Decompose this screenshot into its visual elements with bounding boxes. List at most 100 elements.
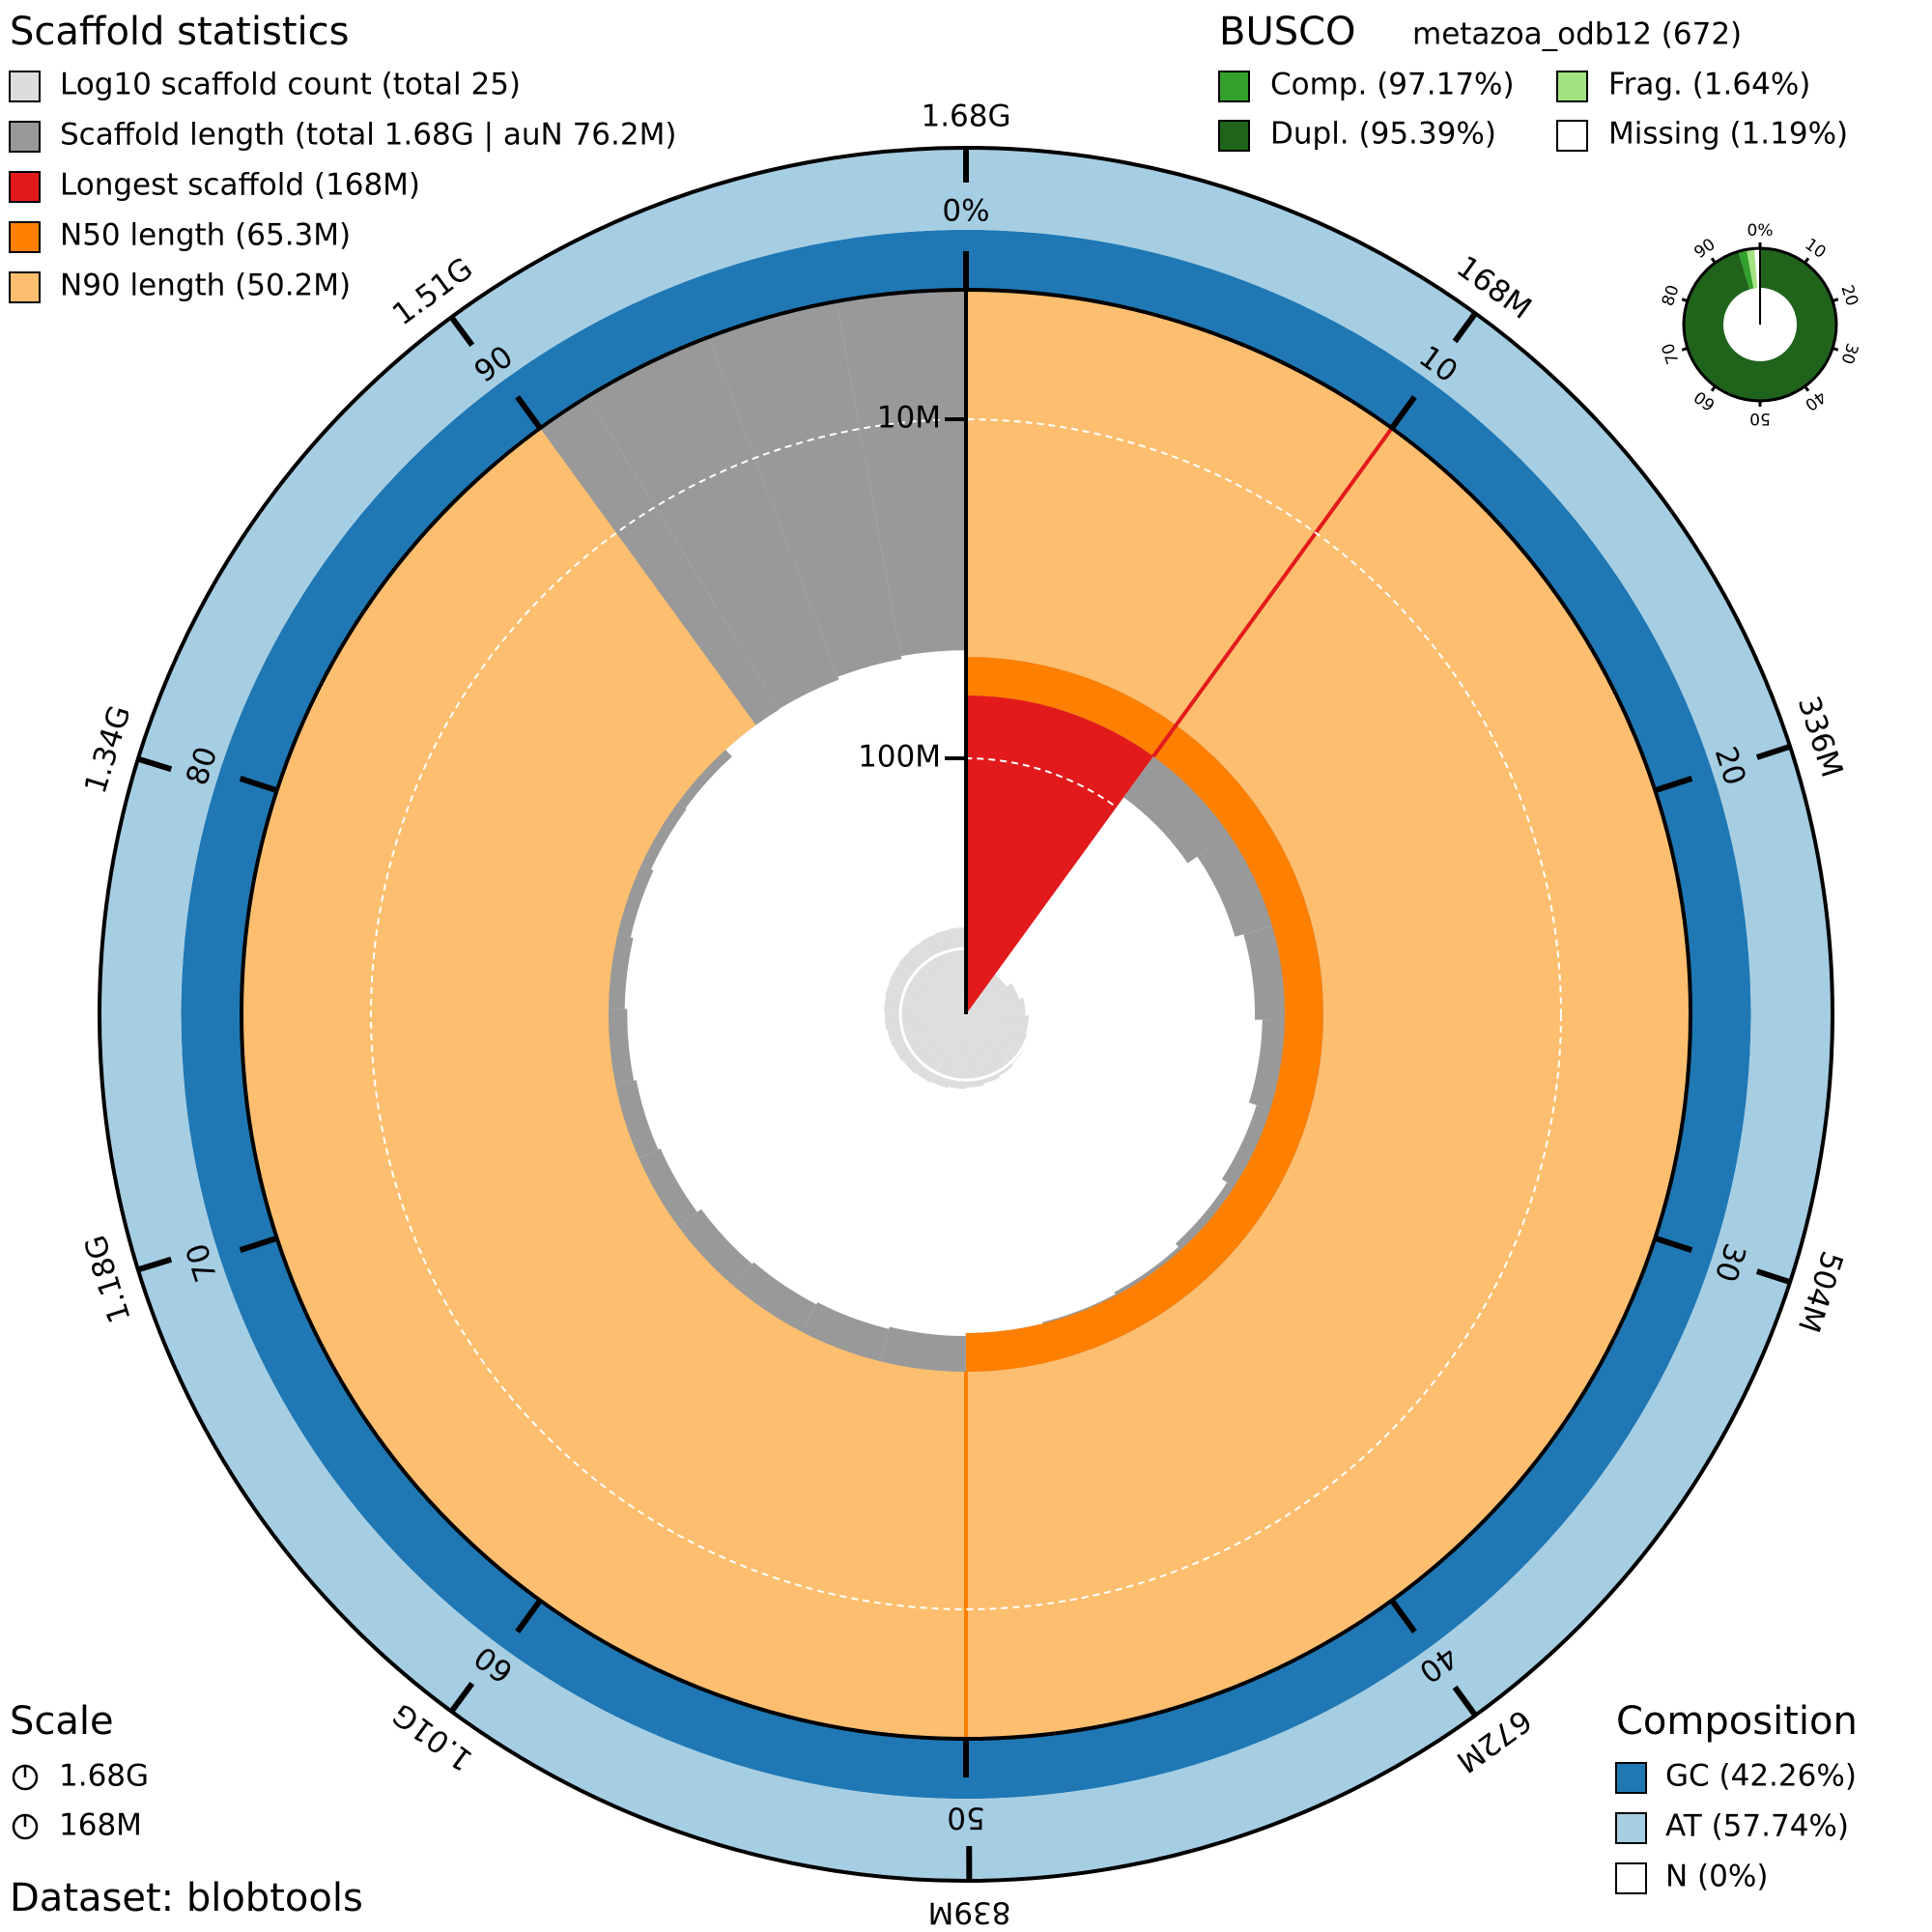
percent-tick	[1389, 395, 1417, 431]
length-tick-label: 1.68G	[921, 99, 1010, 134]
busco-segment	[1684, 248, 1836, 402]
percent-tick-label: 0%	[942, 194, 989, 229]
percent-tick	[239, 776, 278, 794]
n90-sector	[241, 290, 1691, 1739]
scaffold-count	[966, 1014, 1029, 1050]
legend-swatch	[9, 71, 41, 102]
legend-swatch	[1615, 1762, 1647, 1794]
scaffold-count	[930, 1014, 966, 1089]
legend-label: N50 length (65.3M)	[60, 218, 351, 253]
busco-tick	[1804, 257, 1810, 264]
legend-label: Scaffold length (total 1.68G | auN 76.2M…	[60, 118, 676, 153]
scaffold-length	[587, 336, 839, 709]
n50-sector	[966, 656, 1323, 1373]
scaffold-count	[921, 934, 966, 1014]
scaffold-count	[966, 982, 1019, 1014]
busco-tick-label: 30	[1836, 341, 1861, 367]
percent-tick	[1389, 1598, 1417, 1634]
percent-tick	[1654, 776, 1693, 794]
length-tick	[1755, 743, 1792, 760]
scale-label: 168M	[59, 1808, 142, 1843]
legend-swatch	[9, 171, 41, 203]
legend-swatch	[9, 121, 41, 153]
scale-label: 1.68G	[59, 1759, 149, 1794]
radial-tick-label: 100M	[858, 739, 941, 774]
scaffold-count	[897, 952, 966, 1014]
busco-title: BUSCO	[1219, 10, 1356, 54]
length-tick	[1755, 1268, 1792, 1286]
percent-tick-label: 50	[947, 1801, 984, 1835]
busco-tick	[1710, 257, 1717, 264]
grid-circle	[370, 418, 1562, 1610]
legend-swatch	[1556, 120, 1588, 152]
busco-tick	[1804, 385, 1810, 392]
busco-tick-label: 80	[1659, 283, 1684, 309]
busco-tick-label: 60	[1690, 386, 1719, 414]
length-tick	[1452, 1685, 1478, 1718]
scaffold-count	[887, 1014, 966, 1047]
length-tick	[448, 315, 475, 348]
scaffold-count	[916, 1014, 966, 1083]
busco-tick-label: 20	[1836, 283, 1861, 309]
busco-segment	[1754, 248, 1760, 289]
longest-line	[1151, 427, 1394, 758]
legend-label: Frag. (1.64%)	[1608, 68, 1810, 102]
legend-label: Log10 scaffold count (total 25)	[60, 68, 521, 102]
scaffold-count	[966, 1014, 1029, 1034]
length-tick	[1452, 311, 1478, 344]
scaffold-count	[884, 1012, 966, 1031]
composition-title: Composition	[1616, 1699, 1858, 1744]
busco-lineage: metazoa_odb12 (672)	[1412, 17, 1742, 52]
legend-swatch	[9, 221, 41, 253]
legend-label: Comp. (97.17%)	[1270, 68, 1515, 102]
scaffold-count	[908, 941, 966, 1014]
busco-segment	[1738, 249, 1754, 290]
scaffold-count	[890, 964, 966, 1014]
scaffold-count	[966, 997, 1026, 1016]
busco-tick	[1832, 298, 1839, 303]
length-tick-label: 504M	[1791, 1247, 1850, 1337]
legend-swatch	[1615, 1862, 1647, 1894]
scaffold-count	[966, 1014, 1024, 1065]
legend-label: N (0%)	[1665, 1860, 1768, 1894]
chart-title: Scaffold statistics	[10, 10, 349, 54]
legend-swatch	[9, 271, 41, 303]
scaffold-count	[966, 974, 1007, 1014]
scaffold-length	[708, 301, 902, 677]
busco-tick	[1681, 298, 1689, 303]
busco-segment	[1747, 248, 1758, 289]
busco-tick	[1710, 385, 1717, 392]
radial-tick-label: 10M	[877, 401, 941, 436]
legend-label: Dupl. (95.39%)	[1270, 117, 1496, 152]
scaffold-count	[935, 929, 966, 1014]
percent-tick	[515, 395, 543, 431]
busco-tick-label: 90	[1690, 235, 1719, 263]
scaffold-length	[837, 290, 966, 657]
busco-tick-label: 70	[1659, 341, 1684, 367]
busco-tick-label: 10	[1801, 235, 1829, 263]
length-tick	[136, 1256, 173, 1273]
length-tick-label: 839M	[927, 1894, 1010, 1929]
dataset-label: Dataset: blobtools	[10, 1876, 363, 1920]
legend-swatch	[1556, 71, 1588, 102]
legend-label: Missing (1.19%)	[1608, 117, 1848, 152]
scaffold-count	[966, 1014, 1013, 1076]
scaffold-count	[948, 1014, 966, 1090]
legend-label: N90 length (50.2M)	[60, 269, 351, 303]
legend-swatch	[1218, 120, 1250, 152]
busco-tick-label: 0%	[1747, 221, 1774, 241]
scale-title: Scale	[10, 1699, 114, 1744]
busco-tick	[1832, 346, 1839, 352]
legend-swatch	[1218, 71, 1250, 102]
scaffold-count	[966, 1014, 1000, 1084]
legend-label: GC (42.26%)	[1665, 1759, 1857, 1794]
legend-label: Longest scaffold (168M)	[60, 168, 420, 203]
length-tick	[136, 755, 173, 773]
legend-swatch	[1615, 1812, 1647, 1844]
length-tick-label: 336M	[1791, 692, 1850, 781]
longest-sector	[966, 696, 1153, 1014]
busco-tick-label: 50	[1749, 409, 1771, 428]
percent-tick	[239, 1235, 278, 1253]
